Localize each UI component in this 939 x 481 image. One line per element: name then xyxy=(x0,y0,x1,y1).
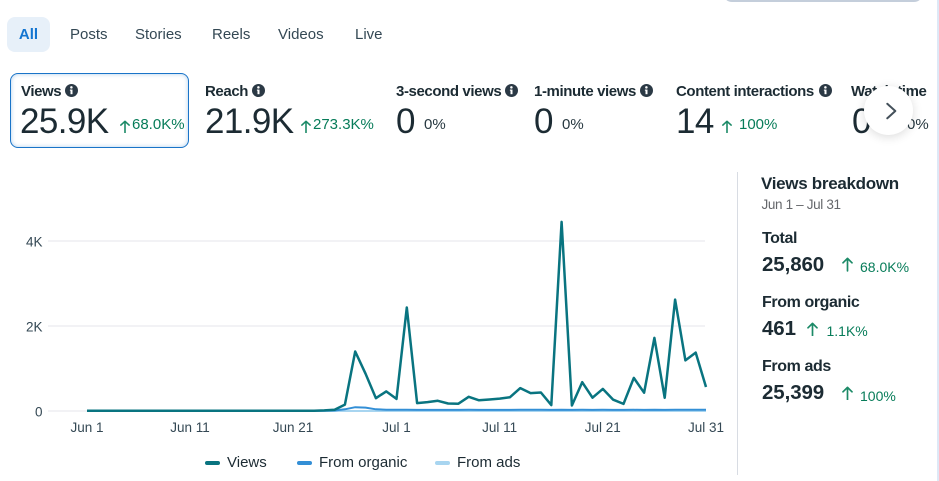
svg-text:Jun 21: Jun 21 xyxy=(273,420,314,435)
svg-text:0: 0 xyxy=(35,405,43,420)
svg-text:2K: 2K xyxy=(26,320,43,335)
svg-text:Jul 11: Jul 11 xyxy=(482,420,517,435)
svg-text:Jun 11: Jun 11 xyxy=(170,420,210,435)
svg-text:Jul 21: Jul 21 xyxy=(585,420,621,435)
svg-text:Jun 1: Jun 1 xyxy=(70,420,103,435)
svg-text:4K: 4K xyxy=(26,235,43,250)
svg-text:Jul 31: Jul 31 xyxy=(688,420,724,435)
svg-text:Jul 1: Jul 1 xyxy=(382,420,411,435)
